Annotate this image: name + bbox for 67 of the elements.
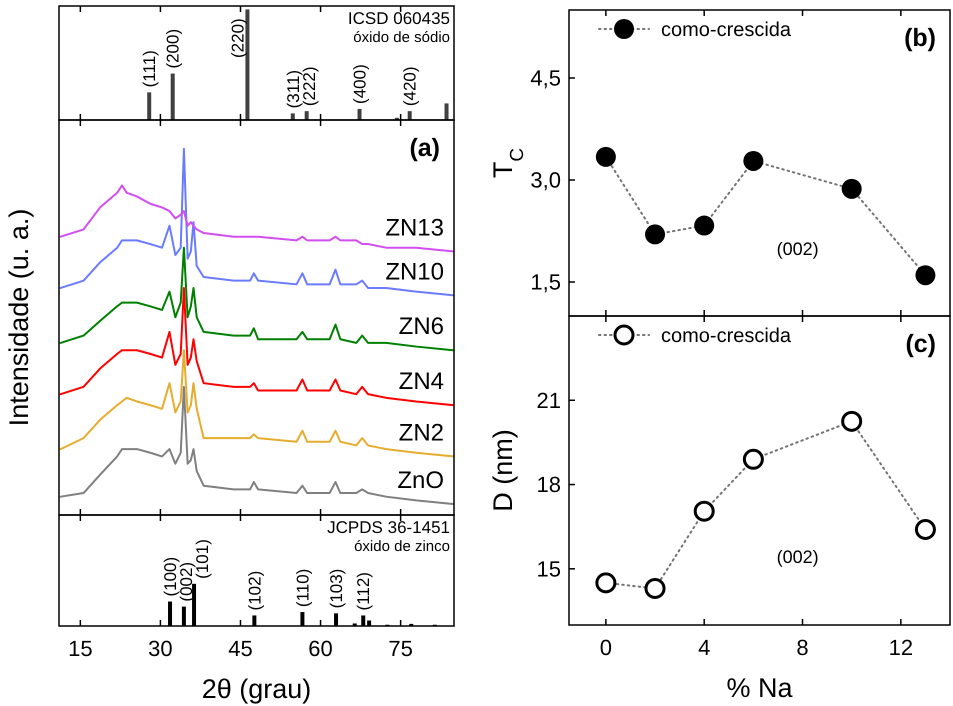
annotation: (a) (409, 134, 440, 162)
point (842, 178, 862, 199)
chart-title: ICSD 060435 (348, 9, 450, 28)
y-tick-label: 18 (536, 472, 561, 498)
point (914, 518, 936, 540)
point (596, 146, 616, 167)
text: óxido de sódio (353, 29, 450, 46)
bar (358, 108, 362, 120)
legend-label: como-crescida (661, 19, 792, 41)
x-tick-label: 30 (148, 636, 173, 661)
annotation: (002) (776, 547, 819, 568)
point (694, 216, 714, 236)
annotation: (420) (400, 66, 420, 106)
annotation: (400) (350, 64, 370, 104)
point (694, 500, 715, 522)
series-label: ZN4 (398, 368, 444, 396)
x-axis-title: % Na (726, 673, 794, 703)
bar (408, 111, 412, 120)
y-tick-label: 4,5 (530, 66, 561, 91)
point (595, 572, 616, 594)
bar (170, 74, 175, 120)
y-tick-label: 1,5 (530, 270, 561, 295)
point (645, 224, 666, 244)
point (742, 448, 764, 470)
x-tick-label: 4 (698, 635, 710, 660)
series-label: ZN13 (385, 214, 444, 242)
series-label: ZN10 (385, 258, 444, 286)
annotation: (200) (164, 28, 183, 69)
annotation: (b) (904, 24, 936, 52)
bar (444, 103, 449, 120)
y-axis-title: D (nm) (488, 429, 518, 512)
x-tick-label: 0 (600, 635, 612, 660)
x-axis-title: 2θ (grau) (202, 674, 312, 704)
point (915, 265, 936, 286)
chart-subtitle: óxido de zinco (354, 538, 450, 555)
annotation: (002) (776, 238, 819, 259)
annotation: (111) (140, 50, 160, 88)
annotation: (100) (160, 556, 180, 597)
bar (245, 9, 250, 120)
x-tick-label: 15 (68, 636, 93, 661)
x-tick-label: 75 (388, 636, 413, 661)
annotation: (103) (326, 568, 346, 608)
point (841, 410, 862, 432)
point (743, 150, 764, 171)
annotation: (110) (293, 568, 312, 608)
x-tick-label: 8 (796, 635, 809, 660)
annotation: (112) (354, 572, 374, 610)
series-label: ZN6 (398, 313, 444, 340)
x-tick-label: 45 (228, 636, 253, 661)
point (644, 578, 666, 599)
y-tick-label: 3,0 (530, 168, 561, 193)
y-axis-title: Intensidade (u. a.) (4, 208, 34, 426)
annotation: (220) (228, 18, 248, 58)
series-label: ZnO (397, 467, 444, 494)
y-tick-label: 15 (536, 556, 561, 582)
legend-label: como-crescida (661, 325, 792, 347)
annotation: (311) (284, 70, 303, 108)
bar (147, 92, 152, 120)
annotation: (c) (905, 330, 936, 358)
bar (304, 111, 309, 120)
series-label: ZN2 (398, 419, 444, 446)
y-tick-label: 21 (536, 388, 561, 413)
chart-title: JCPDS 36-1451 (327, 518, 450, 537)
annotation: (102) (245, 570, 264, 610)
bar (290, 113, 295, 120)
x-tick-label: 60 (308, 636, 333, 661)
x-tick-label: 12 (888, 635, 914, 660)
